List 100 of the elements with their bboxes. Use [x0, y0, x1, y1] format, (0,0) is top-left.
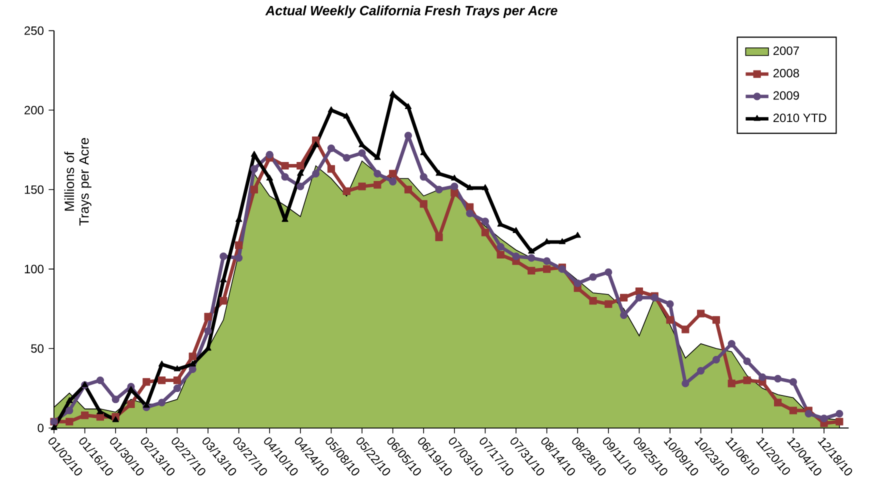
point [66, 418, 74, 426]
point [804, 410, 812, 418]
point [281, 162, 289, 170]
point [620, 311, 628, 319]
point [497, 220, 504, 227]
point [112, 396, 120, 404]
point [297, 170, 304, 176]
point [635, 288, 644, 296]
point [204, 312, 212, 321]
point [188, 352, 196, 360]
point [466, 210, 474, 218]
y-tick-label: 100 [24, 264, 44, 274]
point [312, 141, 320, 148]
y-tick-label: 50 [31, 344, 44, 353]
point [358, 182, 366, 190]
point [128, 386, 134, 392]
point [327, 165, 336, 173]
point [482, 184, 489, 190]
point [589, 273, 597, 281]
point [758, 373, 766, 381]
point [342, 154, 350, 162]
point [420, 149, 427, 156]
point [450, 188, 458, 197]
point [450, 182, 458, 190]
point [836, 410, 844, 418]
point [173, 376, 182, 384]
point [266, 174, 273, 181]
point [250, 186, 258, 194]
chart-title: Actual Weekly California Fresh Trays per Acre [265, 6, 558, 18]
point [604, 268, 612, 276]
point [604, 300, 612, 308]
y-tick-label: 200 [24, 106, 44, 114]
point [435, 186, 443, 194]
point [481, 218, 490, 226]
point [620, 294, 628, 302]
point [836, 418, 844, 426]
point [420, 200, 428, 208]
point [789, 406, 798, 414]
point [712, 316, 720, 324]
point [496, 250, 504, 259]
point [127, 400, 135, 408]
point [327, 144, 336, 152]
point [189, 360, 196, 366]
point [204, 327, 212, 335]
point [250, 150, 258, 157]
point [496, 243, 504, 251]
point [404, 103, 412, 110]
point [81, 411, 89, 420]
point [789, 378, 798, 386]
legend-label: 2007 [773, 46, 799, 55]
point [743, 357, 751, 366]
point [512, 227, 520, 233]
y-tick-label: 150 [24, 185, 44, 194]
point [96, 376, 104, 384]
legend-label: 2009 [773, 91, 799, 100]
point [66, 397, 73, 404]
point [697, 366, 705, 375]
point [296, 182, 304, 190]
point [481, 228, 490, 236]
point [374, 181, 382, 189]
point [712, 356, 720, 364]
point [435, 233, 443, 242]
point [682, 326, 690, 334]
point [389, 170, 397, 178]
point [466, 184, 474, 190]
point [174, 365, 181, 372]
legend-label: 2010 YTD [773, 114, 826, 122]
point [96, 408, 104, 414]
y-tick-label: 0 [38, 424, 44, 432]
point [374, 170, 382, 178]
point [220, 252, 228, 260]
point [358, 141, 366, 148]
y-tick-label: 250 [24, 26, 44, 35]
point [820, 414, 828, 422]
point [220, 297, 228, 305]
point [743, 376, 751, 384]
point [296, 162, 304, 170]
point [774, 398, 782, 406]
point [66, 406, 74, 414]
point [774, 374, 782, 383]
point [281, 173, 289, 181]
y-axis-title: Millions of Trays per Acre [64, 138, 92, 226]
point [404, 186, 412, 194]
point [235, 254, 243, 262]
point [528, 254, 536, 262]
point [173, 384, 182, 392]
point [389, 178, 397, 186]
point [358, 149, 366, 157]
point [112, 416, 119, 422]
point [728, 380, 736, 388]
point [528, 248, 535, 254]
point [312, 170, 320, 178]
point [635, 294, 644, 302]
point [558, 238, 566, 244]
point [420, 173, 428, 181]
point [528, 266, 536, 274]
point [389, 90, 396, 96]
point [574, 280, 582, 288]
point [589, 297, 597, 305]
point [343, 112, 350, 119]
